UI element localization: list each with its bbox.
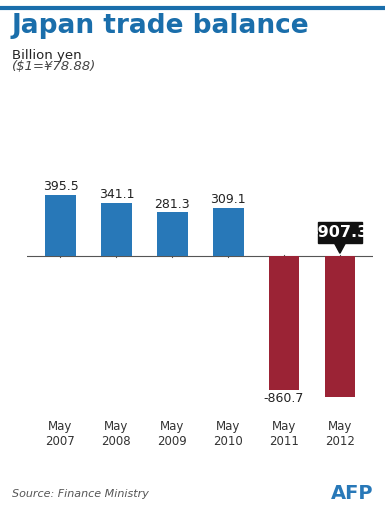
Text: Billion yen: Billion yen [12,49,81,61]
Text: 281.3: 281.3 [154,198,190,211]
Text: 395.5: 395.5 [43,180,79,193]
Text: Japan trade balance: Japan trade balance [12,13,309,39]
Text: ($1=¥78.88): ($1=¥78.88) [12,60,96,73]
Text: Source: Finance Ministry: Source: Finance Ministry [12,489,149,499]
Bar [325,256,355,397]
Text: -907.3: -907.3 [311,225,368,240]
Bar [213,208,244,256]
Polygon shape [334,243,345,253]
Text: -860.7: -860.7 [264,392,304,406]
FancyBboxPatch shape [318,222,362,243]
Text: 341.1: 341.1 [99,188,134,201]
Text: 309.1: 309.1 [210,194,246,206]
Bar [101,203,132,256]
Bar [157,212,187,256]
Bar [45,195,76,256]
Bar [269,256,300,390]
Text: AFP: AFP [331,484,373,503]
